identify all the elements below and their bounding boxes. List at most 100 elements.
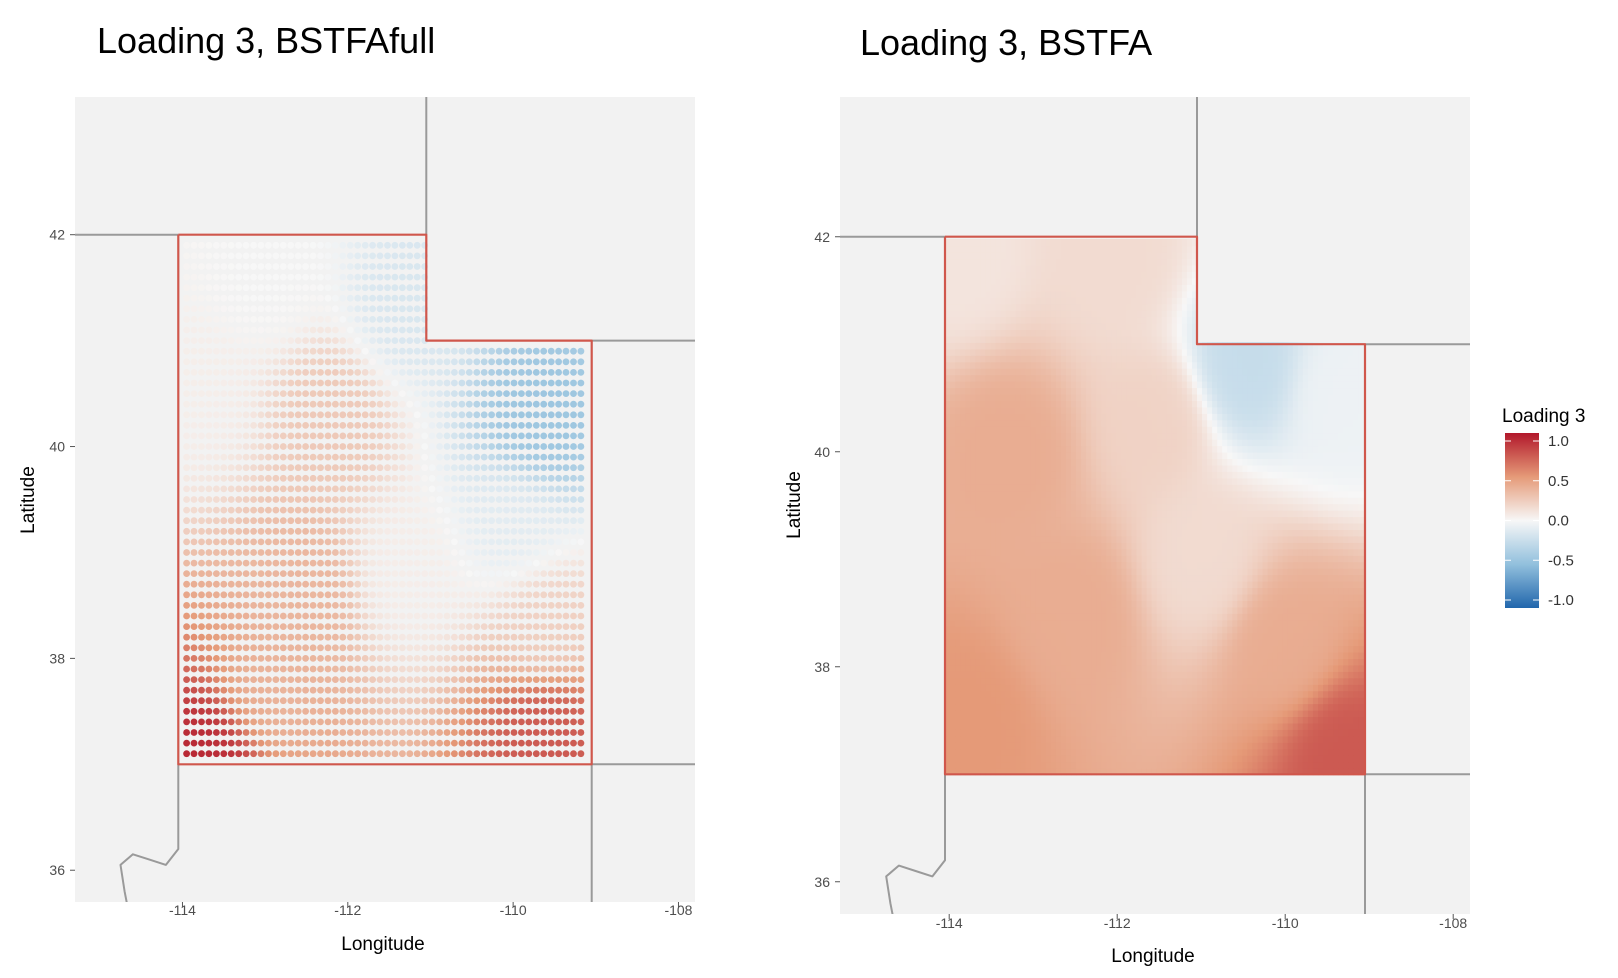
surface-cell [1307,580,1314,588]
surface-cell [950,625,956,634]
surface-cell [1267,638,1274,647]
surface-cell [1318,690,1324,698]
surface-cell [1066,658,1072,666]
surface-cell [1010,677,1017,685]
loading-point [265,453,272,461]
surface-cell [1318,587,1324,595]
surface-cell [1242,580,1249,588]
surface-cell [980,625,987,634]
surface-cell [990,645,997,653]
surface-cell [1343,729,1349,737]
surface-cell [1252,735,1259,743]
loading-point [227,263,235,270]
surface-cell [1121,658,1128,666]
surface-cell [1116,677,1123,685]
surface-cell [1045,587,1052,595]
surface-cell [955,716,961,724]
surface-cell [1136,632,1143,640]
surface-cell [1333,683,1339,692]
loading-point [235,369,243,376]
surface-cell [1348,690,1354,698]
loading-point [309,686,317,694]
loading-point [324,655,332,662]
surface-cell [1338,671,1344,679]
surface-cell [1091,645,1097,653]
loading-point [443,527,451,535]
surface-cell [1015,703,1022,711]
loading-point [183,612,191,620]
surface-cell [1096,683,1102,692]
loading-point [540,676,548,683]
loading-point [354,400,362,408]
surface-cell [1287,664,1294,672]
loading-point [451,506,458,514]
surface-cell [1302,690,1309,698]
surface-cell [1297,593,1304,601]
loading-point [198,527,205,535]
loading-point [428,432,436,440]
loading-point [488,422,495,429]
loading-point [361,464,369,472]
surface-cell [1101,645,1107,653]
loading-point [465,655,473,662]
loading-point [428,527,436,535]
loading-point [510,665,518,673]
surface-cell [1030,709,1037,717]
loading-point [227,422,235,429]
surface-cell [990,696,997,705]
loading-point [391,655,399,662]
surface-cell [1000,683,1007,692]
loading-point [518,707,525,715]
loading-point [510,474,518,482]
loading-point [265,379,272,387]
loading-point [555,580,562,588]
surface-cell [1328,742,1334,750]
loading-point [391,623,399,630]
loading-point [413,517,421,525]
surface-cell [1222,664,1228,672]
surface-cell [1060,677,1067,685]
surface-cell [1307,754,1314,763]
loading-point [391,538,399,546]
surface-cell [1076,703,1082,711]
surface-cell [980,690,987,698]
loading-point [376,464,384,472]
surface-cell [995,767,1002,776]
loading-point [465,527,473,535]
loading-point [555,347,562,355]
surface-cell [1176,587,1183,595]
surface-cell [1035,574,1042,582]
surface-cell [1257,606,1264,614]
loading-point [510,686,518,694]
surface-cell [1207,716,1213,724]
surface-cell [1066,587,1072,595]
surface-cell [1272,709,1279,717]
loading-point [495,644,503,652]
loading-point [272,390,280,397]
loading-point [369,655,376,662]
loading-point [317,644,324,652]
loading-point [443,347,451,355]
loading-point [488,676,495,683]
surface-cell [980,709,987,717]
loading-point [346,602,354,609]
loading-point [272,347,280,355]
loading-point [235,496,243,503]
loading-point [406,612,414,620]
loading-point [480,729,488,736]
loading-point [421,549,429,556]
surface-cell [1282,748,1289,756]
loading-point [428,549,436,556]
loading-point [242,633,250,641]
surface-cell [1192,677,1198,685]
loading-point [227,390,235,397]
surface-cell [1333,716,1339,724]
loading-point [205,707,213,715]
loading-point [213,263,220,270]
surface-cell [1111,638,1118,647]
surface-cell [1121,600,1128,608]
surface-cell [1262,638,1269,647]
loading-point [525,443,533,450]
surface-cell [1096,580,1102,588]
loading-point [198,633,205,641]
